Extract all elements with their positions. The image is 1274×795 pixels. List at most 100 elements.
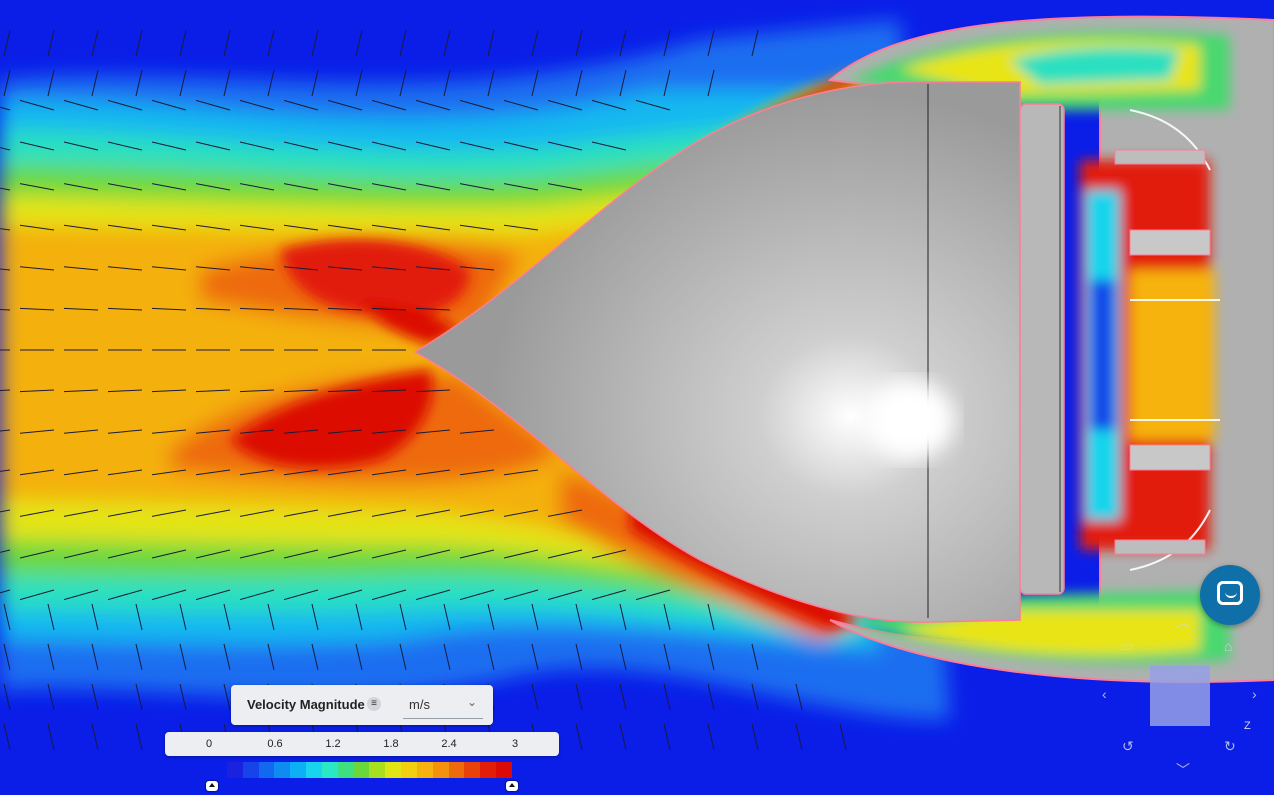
- velocity-vector: [0, 228, 11, 231]
- velocity-vector: [135, 69, 143, 97]
- chevron-down-icon[interactable]: ﹀: [1176, 762, 1190, 778]
- velocity-vector: [283, 469, 319, 476]
- rotate-right-icon[interactable]: ↻: [1224, 738, 1236, 754]
- rotate-left-icon[interactable]: ↺: [1122, 738, 1134, 754]
- velocity-vector: [619, 69, 627, 97]
- camera-icon[interactable]: ▭: [1120, 638, 1134, 654]
- velocity-vector: [327, 389, 363, 393]
- velocity-vector: [371, 549, 407, 559]
- velocity-vector: [619, 723, 627, 751]
- velocity-vector: [107, 429, 143, 434]
- velocity-vector: [503, 99, 539, 111]
- velocity-vector: [327, 266, 363, 271]
- velocity-vector: [591, 549, 627, 559]
- home-icon[interactable]: ⌂: [1224, 638, 1233, 654]
- velocity-vector: [135, 29, 143, 57]
- velocity-vector: [179, 29, 187, 57]
- velocity-vector: [327, 141, 363, 151]
- velocity-vector: [751, 683, 759, 711]
- velocity-vector: [47, 603, 55, 631]
- velocity-vector: [459, 469, 495, 476]
- velocity-vector: [239, 99, 275, 111]
- legend-color-step: [480, 762, 497, 778]
- velocity-vector: [443, 643, 451, 671]
- velocity-vector: [575, 29, 583, 57]
- velocity-vector: [487, 643, 495, 671]
- velocity-vector: [63, 389, 99, 393]
- legend-color-step: [432, 762, 449, 778]
- velocity-vector: [3, 643, 11, 671]
- chevron-right-icon[interactable]: ›: [1252, 686, 1257, 702]
- velocity-vector: [107, 509, 143, 517]
- velocity-vector: [459, 549, 495, 559]
- velocity-vector: [575, 723, 583, 751]
- velocity-vector: [459, 266, 495, 271]
- velocity-vector: [575, 69, 583, 97]
- velocity-vector: [311, 69, 319, 97]
- velocity-vector: [3, 603, 11, 631]
- velocity-vector: [195, 509, 231, 517]
- velocity-vector: [151, 549, 187, 559]
- velocity-vector: [107, 99, 143, 111]
- legend-tick: 2.4: [441, 738, 457, 750]
- list-icon[interactable]: ≡: [367, 697, 381, 711]
- velocity-vector: [195, 266, 231, 271]
- velocity-vector: [311, 643, 319, 671]
- velocity-vector: [635, 589, 671, 601]
- velocity-vector: [63, 266, 99, 271]
- velocity-vector: [151, 429, 187, 434]
- velocity-vector: [503, 224, 539, 231]
- velocity-vector: [0, 268, 11, 271]
- velocity-vector: [107, 389, 143, 393]
- velocity-vector: [91, 643, 99, 671]
- velocity-vector: [415, 307, 451, 311]
- legend-color-step: [242, 762, 259, 778]
- velocity-vector: [239, 589, 275, 601]
- chevron-left-icon[interactable]: ‹: [1102, 686, 1107, 702]
- velocity-vector: [591, 589, 627, 601]
- velocity-vector: [503, 469, 539, 476]
- velocity-vector: [63, 509, 99, 517]
- velocity-vector: [415, 99, 451, 111]
- velocity-vector: [63, 99, 99, 111]
- velocity-vector: [0, 509, 11, 513]
- velocity-vector: [415, 589, 451, 601]
- chat-button[interactable]: [1200, 565, 1260, 625]
- velocity-vector: [47, 683, 55, 711]
- velocity-vector: [619, 683, 627, 711]
- velocity-vector: [19, 224, 55, 231]
- velocity-vector: [0, 147, 11, 151]
- velocity-vector: [135, 683, 143, 711]
- velocity-vector: [195, 549, 231, 559]
- legend-tick: 0: [205, 738, 213, 750]
- velocity-vector: [223, 603, 231, 631]
- velocity-vector: [91, 723, 99, 751]
- velocity-vector: [3, 69, 11, 97]
- legend-max-handle[interactable]: [506, 781, 518, 791]
- velocity-vector: [355, 603, 363, 631]
- velocity-vector: [239, 509, 275, 517]
- velocity-vector: [267, 69, 275, 97]
- velocity-vector: [399, 643, 407, 671]
- velocity-vector: [415, 141, 451, 151]
- legend-min-handle[interactable]: [206, 781, 218, 791]
- velocity-vector: [63, 429, 99, 434]
- unit-select[interactable]: m/s: [409, 697, 430, 712]
- velocity-vector: [19, 141, 55, 151]
- velocity-vector: [107, 589, 143, 601]
- velocity-vector: [195, 389, 231, 393]
- velocity-vector: [179, 683, 187, 711]
- legend-color-step: [306, 762, 322, 778]
- velocity-vector: [283, 549, 319, 559]
- chevron-up-icon[interactable]: ︿: [1176, 614, 1190, 630]
- legend-color-step: [385, 762, 402, 778]
- velocity-vector: [0, 469, 11, 472]
- velocity-vector: [575, 683, 583, 711]
- velocity-vector: [63, 589, 99, 601]
- view-cube[interactable]: [1150, 666, 1210, 726]
- velocity-vector: [371, 307, 407, 311]
- chevron-down-icon[interactable]: ⌄: [467, 695, 478, 709]
- velocity-vector: [355, 643, 363, 671]
